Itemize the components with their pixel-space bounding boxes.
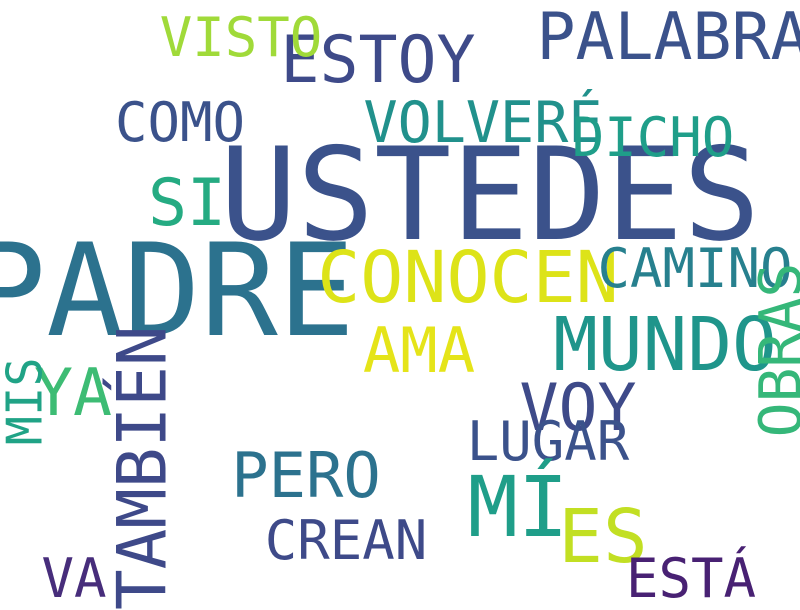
word-mundo: MUNDO: [553, 300, 777, 388]
word-tambien: TAMBIÉN: [102, 325, 182, 610]
word-estoy: ESTOY: [280, 22, 476, 98]
word-conocen: CONOCEN: [317, 236, 619, 320]
word-voy: VOY: [519, 370, 637, 446]
word-padre: PADRE: [0, 216, 356, 366]
word-camino: CAMINO: [597, 237, 793, 300]
word-dicho: DICHO: [571, 106, 735, 169]
word-volvere: VOLVERÉ: [363, 89, 603, 156]
word-pero: PERO: [231, 438, 381, 512]
word-crean: CREAN: [264, 509, 428, 572]
word-si: SI: [147, 165, 227, 241]
word-lugar: LUGAR: [466, 410, 630, 473]
word-como: COMO: [114, 91, 246, 154]
word-mis: MIS: [0, 357, 54, 445]
word-visto: VISTO: [159, 6, 323, 69]
word-ya: YA: [33, 355, 113, 431]
word-va: VA: [41, 547, 107, 610]
word-esta: ESTÁ: [625, 547, 757, 610]
word-mi: MÍ: [467, 458, 569, 557]
word-ama: AMA: [362, 313, 476, 387]
word-ustedes: USTEDES: [219, 120, 761, 270]
word-es: ES: [558, 492, 648, 580]
word-palabra: PALABRA: [536, 0, 800, 75]
word-obras: OBRAS: [745, 262, 800, 438]
